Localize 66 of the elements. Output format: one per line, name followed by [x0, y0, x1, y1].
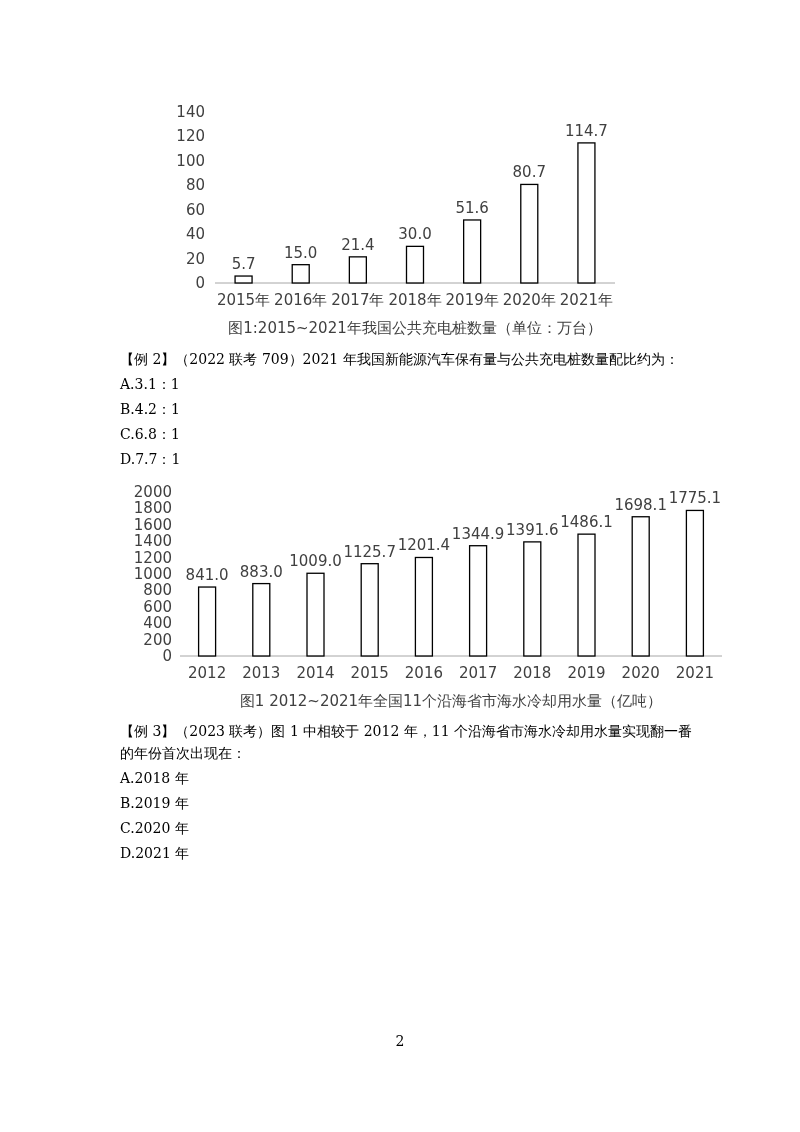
y-tick-label: 1400 — [133, 532, 172, 551]
x-tick-label: 2019年 — [445, 291, 499, 309]
data-label: 1486.1 — [560, 513, 613, 532]
data-label: 5.7 — [231, 255, 256, 274]
y-tick-label: 120 — [176, 127, 205, 146]
text: A.3.1：1 — [120, 375, 181, 394]
data-label: 21.4 — [341, 235, 375, 254]
x-tick-label: 2016年 — [274, 291, 328, 309]
y-tick-label: 40 — [185, 225, 205, 244]
x-tick-label: 2021年 — [559, 291, 614, 309]
x-tick-label: 2016 — [404, 664, 443, 682]
text: D.2021 年 — [120, 844, 191, 863]
x-tick-label: 2019 — [567, 664, 606, 682]
y-tick-label: 1200 — [133, 548, 172, 567]
text: D.7.7：1 — [120, 450, 182, 469]
x-tick-label: 2015 — [350, 664, 389, 682]
y-tick-label: 200 — [143, 630, 172, 649]
data-label: 80.7 — [512, 163, 546, 182]
text: 图1:2015~2021年我国公共充电桩数量（单位：万台） — [228, 319, 602, 337]
text: B.2019 年 — [120, 794, 190, 813]
x-tick-label: 2021 — [675, 664, 714, 682]
x-tick-label: 2015年 — [216, 291, 271, 309]
text: B.4.2：1 — [120, 400, 181, 419]
y-tick-label: 800 — [143, 581, 172, 600]
x-tick-label: 2018 — [513, 664, 552, 682]
y-tick-label: 400 — [143, 614, 172, 633]
y-tick-label: 20 — [185, 249, 205, 268]
data-label: 30.0 — [398, 225, 432, 244]
data-label: 51.6 — [455, 198, 489, 217]
y-tick-label: 1600 — [133, 515, 172, 534]
data-label: 1344.9 — [451, 524, 505, 543]
y-tick-label: 2000 — [133, 483, 172, 501]
text: C.2020 年 — [120, 819, 190, 838]
text: 【例 3】（2023 联考）图 1 中相较于 2012 年，11 个沿海省市海水冷却用水量实现翻一番的年份首次出现在： — [120, 722, 694, 763]
x-tick-label: 2014 — [296, 664, 335, 682]
data-label: 1009.0 — [289, 552, 342, 571]
y-tick-label: 100 — [176, 151, 205, 170]
x-tick-label: 2012 — [188, 664, 227, 682]
y-tick-label: 600 — [143, 597, 172, 616]
x-tick-label: 2018年 — [388, 291, 442, 309]
text: 【例 2】（2022 联考 709）2021 年我国新能源汽车保有量与公共充电桩数量配比约为： — [120, 350, 680, 369]
text: A.2018 年 — [120, 769, 190, 788]
x-tick-label: 2013 — [242, 664, 281, 682]
data-label: 1698.1 — [614, 495, 667, 514]
data-label: 1775.1 — [668, 489, 722, 508]
x-tick-label: 2020年 — [502, 291, 556, 309]
y-tick-label: 0 — [195, 274, 205, 292]
data-label: 1391.6 — [506, 520, 559, 539]
text: 图1 2012~2021年全国11个沿海省市海水冷却用水量（亿吨） — [239, 692, 663, 710]
text: 2 — [394, 1032, 406, 1051]
data-label: 114.7 — [564, 121, 608, 140]
data-label: 841.0 — [185, 566, 229, 585]
y-tick-label: 60 — [185, 200, 205, 219]
y-tick-label: 0 — [162, 647, 172, 665]
x-tick-label: 2017年 — [331, 291, 385, 309]
y-tick-label: 80 — [185, 176, 205, 195]
text: C.6.8：1 — [120, 425, 181, 444]
y-tick-label: 1800 — [133, 499, 172, 518]
data-label: 1201.4 — [397, 536, 451, 555]
data-label: 883.0 — [239, 562, 283, 581]
y-tick-label: 1000 — [133, 565, 172, 583]
x-tick-label: 2020 — [621, 664, 660, 682]
data-label: 15.0 — [284, 243, 318, 262]
x-tick-label: 2017 — [459, 664, 498, 682]
data-label: 1125.7 — [343, 542, 396, 561]
y-tick-label: 140 — [176, 103, 205, 121]
